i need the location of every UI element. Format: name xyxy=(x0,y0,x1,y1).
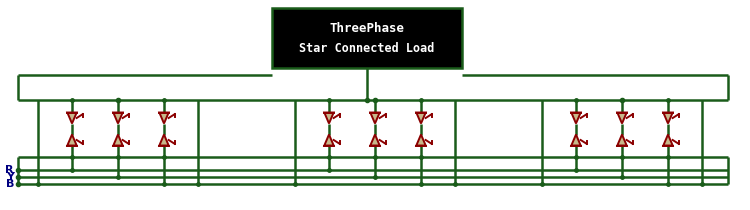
Text: Star Connected Load: Star Connected Load xyxy=(299,42,435,55)
Bar xyxy=(272,8,462,68)
Polygon shape xyxy=(370,113,380,123)
Polygon shape xyxy=(68,134,76,146)
Polygon shape xyxy=(617,134,627,146)
Polygon shape xyxy=(572,134,580,146)
Polygon shape xyxy=(617,113,627,123)
Polygon shape xyxy=(416,134,426,146)
Polygon shape xyxy=(572,113,580,123)
Polygon shape xyxy=(324,113,334,123)
Polygon shape xyxy=(416,113,426,123)
Polygon shape xyxy=(113,134,123,146)
Text: Y: Y xyxy=(6,172,14,182)
Text: ThreePhase: ThreePhase xyxy=(329,21,404,34)
Polygon shape xyxy=(68,113,76,123)
Polygon shape xyxy=(663,113,673,123)
Polygon shape xyxy=(113,113,123,123)
Polygon shape xyxy=(370,134,380,146)
Text: R: R xyxy=(5,165,14,175)
Polygon shape xyxy=(324,134,334,146)
Polygon shape xyxy=(663,134,673,146)
Polygon shape xyxy=(159,134,169,146)
Text: B: B xyxy=(6,179,14,189)
Polygon shape xyxy=(159,113,169,123)
